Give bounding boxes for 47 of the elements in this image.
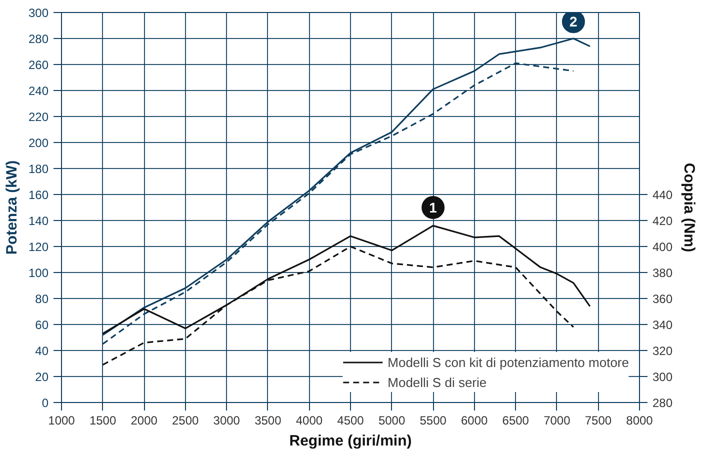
- y-tick-label: 140: [28, 214, 49, 228]
- x-tick-label: 4000: [296, 414, 323, 428]
- y-tick-label: 100: [28, 266, 49, 280]
- x-axis-title: Regime (giri/min): [289, 432, 412, 450]
- x-tick-label: 8000: [626, 414, 654, 428]
- y2-tick-label: 340: [652, 318, 673, 332]
- x-tick-label: 1500: [89, 414, 116, 428]
- legend-label: Modelli S di serie: [388, 374, 487, 390]
- x-tick-label: 6500: [502, 414, 530, 428]
- y2-tick-label: 300: [652, 370, 673, 384]
- x-tick-label: 3000: [213, 414, 240, 428]
- y-tick-label: 260: [28, 58, 49, 72]
- y-tick-label: 120: [28, 240, 49, 254]
- y2-tick-label: 320: [652, 344, 673, 358]
- y-tick-label: 240: [28, 84, 49, 98]
- y-tick-label: 80: [35, 292, 49, 306]
- x-tick-label: 4500: [337, 414, 364, 428]
- x-tick-label: 2000: [130, 414, 158, 428]
- x-tick-label: 5000: [378, 414, 406, 428]
- y2-tick-label: 440: [652, 188, 673, 202]
- x-tick-label: 1000: [48, 414, 76, 428]
- y-tick-label: 0: [42, 396, 49, 410]
- y2-tick-label: 380: [652, 266, 673, 280]
- y-tick-label: 220: [28, 110, 49, 124]
- x-tick-label: 6000: [461, 414, 488, 428]
- y-tick-label: 40: [35, 344, 49, 358]
- y-tick-label: 60: [35, 318, 49, 332]
- y-tick-label: 160: [28, 188, 49, 202]
- y-axis-title: Potenza (kW): [3, 160, 20, 255]
- annotation: 2: [570, 14, 578, 30]
- y-tick-label: 20: [35, 370, 49, 384]
- legend-label: Modelli S con kit di potenziamento motore: [388, 354, 629, 370]
- y-tick-label: 180: [28, 162, 49, 176]
- y2-tick-label: 400: [652, 240, 673, 254]
- x-tick-label: 7500: [584, 414, 612, 428]
- y2-tick-label: 360: [652, 292, 673, 306]
- x-tick-label: 5500: [420, 414, 447, 428]
- y-tick-label: 280: [28, 32, 49, 46]
- x-tick-label: 3500: [254, 414, 282, 428]
- y2-axis-title: Coppia (Nm): [680, 162, 698, 252]
- y-tick-label: 200: [28, 136, 49, 150]
- y2-tick-label: 280: [652, 396, 673, 410]
- x-tick-label: 2500: [172, 414, 200, 428]
- x-tick-label: 7000: [544, 414, 571, 428]
- y-tick-label: 300: [28, 6, 49, 20]
- annotation: 1: [429, 200, 438, 216]
- y2-tick-label: 420: [652, 214, 673, 228]
